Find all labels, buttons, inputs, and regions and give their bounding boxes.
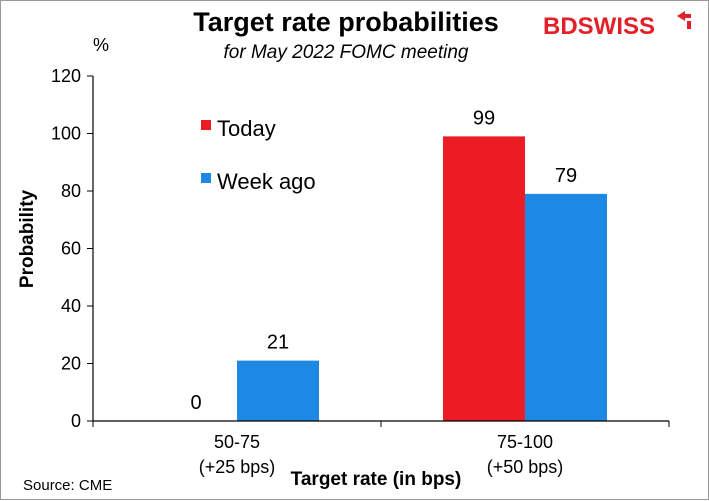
- y-tick-label: 80: [61, 181, 81, 201]
- data-label: 0: [190, 392, 201, 414]
- y-axis-ticks: 0 20 40 60 80 100 120: [51, 66, 93, 431]
- x-axis-label: Target rate (in bps): [291, 469, 462, 490]
- brand-logo-text: BDSWISS: [543, 13, 655, 40]
- y-tick-label: 0: [71, 411, 81, 431]
- y-tick-label: 60: [61, 239, 81, 259]
- legend-label: Today: [217, 116, 276, 141]
- brand-logo-part2: SWISS: [578, 13, 655, 40]
- source-note: Source: CME: [23, 477, 112, 494]
- brand-logo: BDSWISS: [543, 11, 691, 40]
- y-unit-label: %: [93, 35, 109, 55]
- bar: [525, 193, 607, 421]
- category-labels: 50-75 (+25 bps) 75-100 (+50 bps): [199, 432, 564, 477]
- category-sublabel: (+50 bps): [487, 457, 564, 477]
- legend-swatch: [201, 120, 211, 130]
- y-tick-label: 100: [51, 124, 81, 144]
- data-label: 79: [555, 165, 577, 187]
- category-label: 75-100: [497, 432, 553, 452]
- legend-label: Week ago: [217, 169, 316, 194]
- legend-swatch: [201, 173, 211, 183]
- brand-arrow-icon: [677, 11, 691, 29]
- y-axis-label: Probability: [17, 189, 38, 288]
- legend: Today Week ago: [201, 116, 316, 194]
- y-tick-label: 40: [61, 296, 81, 316]
- y-tick-label: 20: [61, 354, 81, 374]
- y-tick-label: 120: [51, 66, 81, 86]
- axes: [92, 76, 670, 427]
- category-label: 50-75: [214, 432, 260, 452]
- brand-logo-part1: BD: [543, 13, 578, 40]
- data-labels: 0 99 21 79: [190, 107, 577, 414]
- data-label: 21: [267, 332, 289, 354]
- bar: [237, 360, 319, 421]
- category-sublabel: (+25 bps): [199, 457, 276, 477]
- chart-title: Target rate probabilities: [193, 7, 499, 37]
- bars: [237, 136, 607, 421]
- bar: [443, 136, 525, 421]
- data-label: 99: [473, 107, 495, 129]
- chart-subtitle: for May 2022 FOMC meeting: [224, 42, 469, 63]
